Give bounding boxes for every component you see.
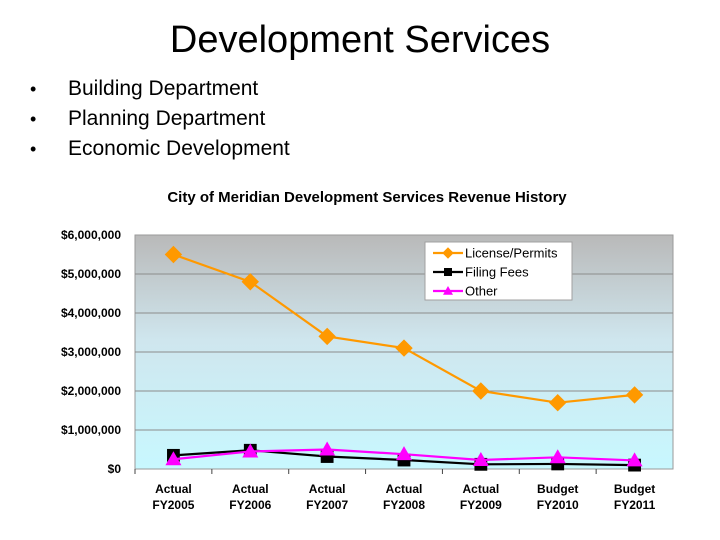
chart-title: City of Meridian Development Services Re… bbox=[167, 189, 567, 206]
x-tick-label: FY2009 bbox=[460, 498, 502, 512]
legend-item: Other bbox=[433, 284, 498, 299]
legend-label: Other bbox=[465, 284, 498, 299]
series-other bbox=[165, 441, 643, 467]
bullet-item: • Building Department bbox=[30, 74, 290, 104]
x-tick-label: Actual bbox=[309, 482, 346, 496]
x-tick-label: Budget bbox=[537, 482, 578, 496]
data-point bbox=[625, 386, 644, 404]
bullet-item: • Economic Development bbox=[30, 134, 290, 164]
y-tick-label: $5,000,000 bbox=[61, 267, 121, 281]
legend-item: License/Permits bbox=[433, 246, 558, 261]
grid-lines bbox=[135, 273, 673, 431]
data-point bbox=[241, 273, 259, 291]
x-axis: Actual FY2005 Actual FY2006 Actual FY2007 Actu… bbox=[134, 469, 656, 512]
y-tick-label: $1,000,000 bbox=[61, 423, 121, 437]
data-point bbox=[472, 382, 490, 400]
bullet-dot-icon: • bbox=[30, 79, 37, 99]
y-tick-label: $0 bbox=[108, 462, 122, 476]
legend-marker bbox=[443, 286, 453, 295]
data-point bbox=[164, 245, 183, 264]
legend-item: Filing Fees bbox=[433, 265, 529, 280]
x-tick-label: Actual bbox=[386, 482, 423, 496]
data-point bbox=[395, 339, 413, 357]
data-point bbox=[396, 446, 412, 461]
y-axis: $0 $1,000,000 $2,000,000 $3,000,000 $4,000,0… bbox=[61, 228, 121, 476]
y-tick-label: $6,000,000 bbox=[61, 228, 121, 242]
bullet-text: Planning Department bbox=[68, 107, 266, 130]
series-license-permits bbox=[164, 245, 644, 412]
data-point bbox=[626, 452, 643, 467]
x-tick-label: FY2006 bbox=[229, 498, 271, 512]
x-tick-label: Actual bbox=[463, 482, 500, 496]
data-point bbox=[549, 449, 566, 464]
y-tick-label: $4,000,000 bbox=[61, 306, 121, 320]
bullet-item: • Planning Department bbox=[30, 104, 290, 134]
x-tick-label: FY2005 bbox=[152, 498, 194, 512]
y-tick-label: $2,000,000 bbox=[61, 384, 121, 398]
x-tick-label: FY2008 bbox=[383, 498, 425, 512]
bullet-list: • Building Department • Planning Departmen… bbox=[30, 74, 290, 164]
legend-label: License/Permits bbox=[465, 246, 558, 261]
slide-title: Development Services bbox=[169, 19, 551, 61]
bullet-dot-icon: • bbox=[30, 109, 37, 129]
legend: License/Permits Filing Fees Other bbox=[424, 241, 573, 301]
legend-marker bbox=[444, 268, 452, 276]
data-point bbox=[472, 452, 489, 467]
data-point bbox=[318, 327, 336, 346]
x-tick-label: Actual bbox=[155, 482, 192, 496]
bullet-text: Economic Development bbox=[68, 137, 290, 160]
x-tick-label: Actual bbox=[232, 482, 269, 496]
data-point bbox=[242, 443, 259, 458]
y-tick-label: $3,000,000 bbox=[61, 345, 121, 359]
series-group bbox=[164, 245, 644, 472]
x-tick-label: FY2011 bbox=[614, 498, 656, 512]
x-tick-label: FY2010 bbox=[537, 498, 579, 512]
data-point bbox=[165, 451, 182, 466]
x-tick-label: FY2007 bbox=[306, 498, 348, 512]
legend-label: Filing Fees bbox=[465, 265, 529, 280]
legend-marker bbox=[442, 247, 454, 259]
bullet-text: Building Department bbox=[68, 77, 259, 100]
bullet-dot-icon: • bbox=[30, 139, 37, 159]
data-point bbox=[319, 441, 336, 456]
data-point bbox=[549, 393, 567, 412]
x-tick-label: Budget bbox=[614, 482, 655, 496]
